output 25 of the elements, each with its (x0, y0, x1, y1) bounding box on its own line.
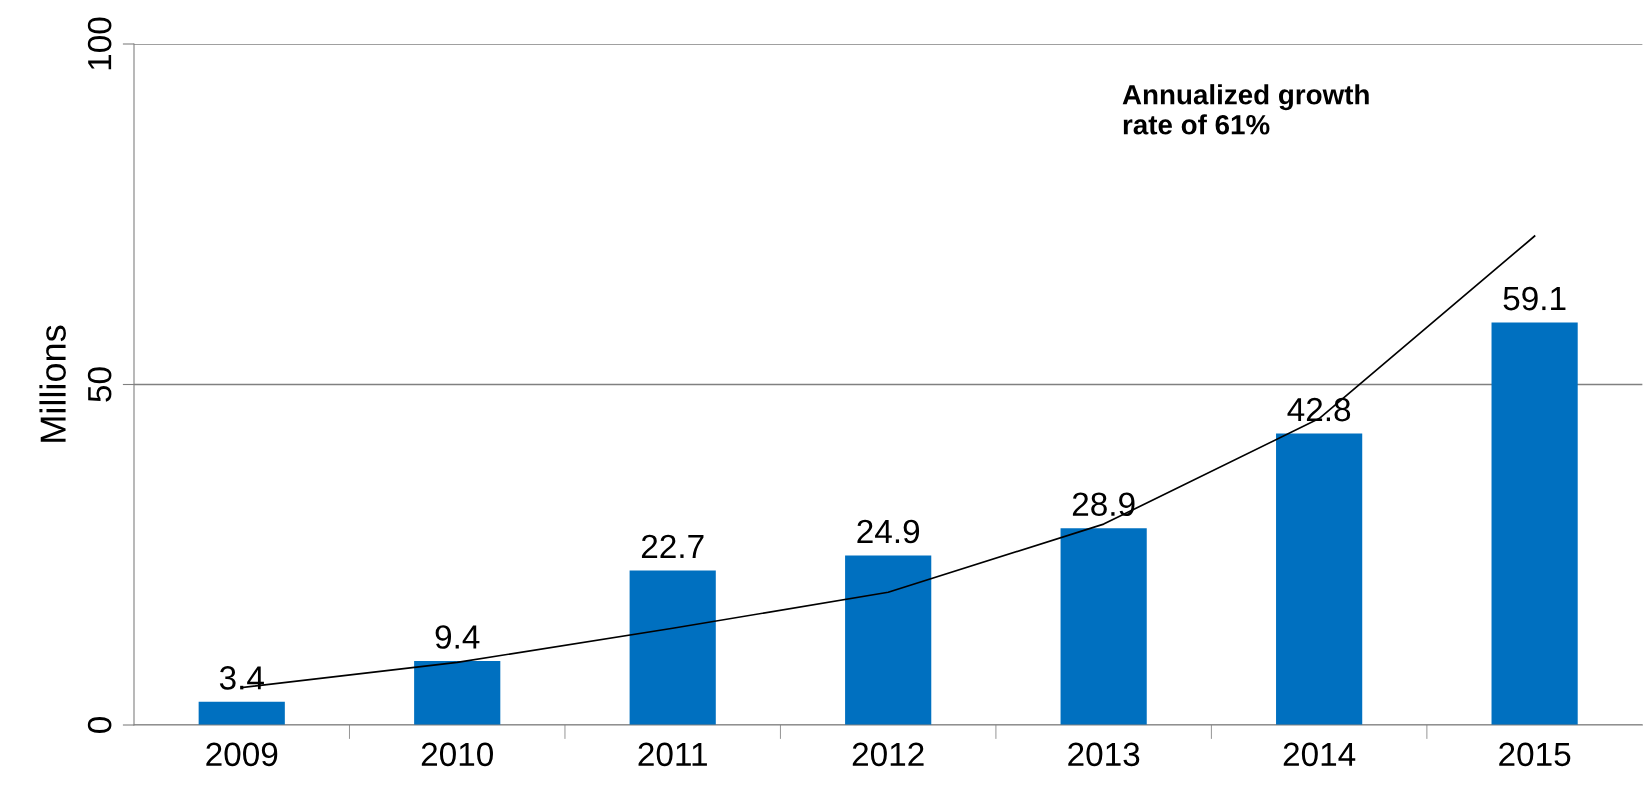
bar (1491, 322, 1578, 725)
x-tick-label: 2015 (1499, 742, 1571, 767)
data-label: 3.4 (219, 666, 264, 690)
y-tick-label: 50 (87, 367, 112, 402)
x-tick-label: 2010 (421, 742, 493, 767)
x-tick-label: 2009 (206, 742, 278, 767)
y-axis-title: Millions (39, 325, 66, 442)
y-tick-label: 0 (87, 717, 112, 733)
x-tick-label: 2013 (1068, 742, 1140, 767)
data-label: 9.4 (435, 625, 480, 649)
data-label: 22.7 (641, 534, 704, 558)
data-label: 24.9 (857, 519, 920, 544)
y-tick-label: 100 (87, 17, 112, 70)
bar (1276, 433, 1363, 725)
annotation: Annualized growth rate of 61% (1122, 84, 1369, 135)
x-tick-label: 2014 (1283, 742, 1356, 767)
data-label: 28.9 (1072, 492, 1135, 517)
bar (414, 660, 501, 725)
bar (1060, 528, 1147, 725)
x-tick-label: 2012 (852, 742, 924, 767)
bar (198, 701, 285, 725)
x-tick-label: 2011 (638, 742, 707, 767)
data-label: 59.1 (1503, 286, 1566, 311)
bar (845, 555, 932, 725)
bar (629, 570, 716, 725)
